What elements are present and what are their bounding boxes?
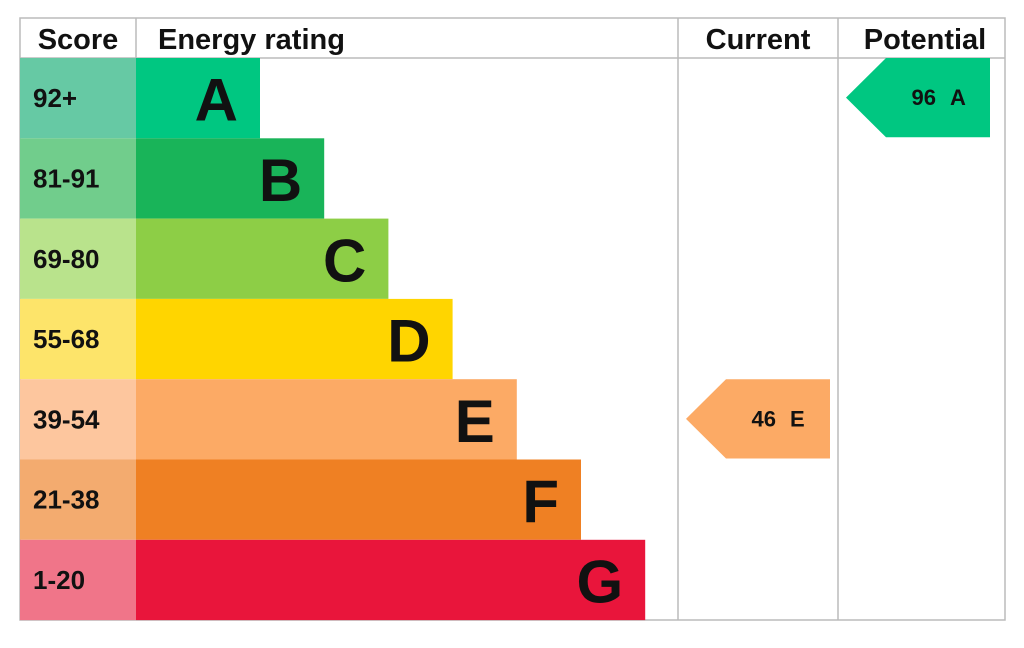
rating-value: 46 bbox=[752, 406, 776, 431]
rating-arrow bbox=[846, 58, 990, 138]
rating-arrow bbox=[686, 379, 830, 459]
score-cell bbox=[20, 298, 136, 380]
header: Current bbox=[706, 24, 811, 56]
score-range: 1-20 bbox=[33, 565, 85, 595]
rating-letter: D bbox=[387, 308, 430, 375]
rating-letter: A bbox=[195, 67, 238, 134]
rating-letter: C bbox=[323, 227, 366, 294]
rating-letter: G bbox=[577, 548, 624, 615]
header: Potential bbox=[864, 24, 986, 56]
score-cell bbox=[20, 138, 136, 219]
score-range: 39-54 bbox=[33, 404, 100, 434]
header: Score bbox=[38, 24, 119, 56]
rating-bar bbox=[136, 539, 646, 621]
rating-value-letter: A bbox=[950, 85, 966, 110]
score-range: 21-38 bbox=[33, 485, 100, 515]
rating-bar bbox=[136, 58, 260, 139]
score-range: 69-80 bbox=[33, 244, 100, 274]
score-cell bbox=[20, 58, 136, 139]
score-range: 81-91 bbox=[33, 163, 100, 193]
score-cell bbox=[20, 459, 136, 540]
score-cell bbox=[20, 379, 136, 460]
rating-value-letter: E bbox=[790, 406, 805, 431]
rating-letter: B bbox=[259, 147, 302, 214]
rating-bar bbox=[136, 459, 581, 540]
rating-bar bbox=[136, 218, 389, 299]
rating-letter: F bbox=[522, 468, 559, 535]
score-cell bbox=[20, 539, 136, 621]
score-range: 55-68 bbox=[33, 324, 100, 354]
score-cell bbox=[20, 218, 136, 299]
rating-bar bbox=[136, 379, 517, 460]
score-range: 92+ bbox=[33, 83, 77, 113]
rating-value: 96 bbox=[912, 85, 936, 110]
rating-letter: E bbox=[455, 388, 495, 455]
header: Energy rating bbox=[158, 24, 345, 56]
rating-bar bbox=[136, 138, 325, 219]
rating-bar bbox=[136, 298, 453, 380]
